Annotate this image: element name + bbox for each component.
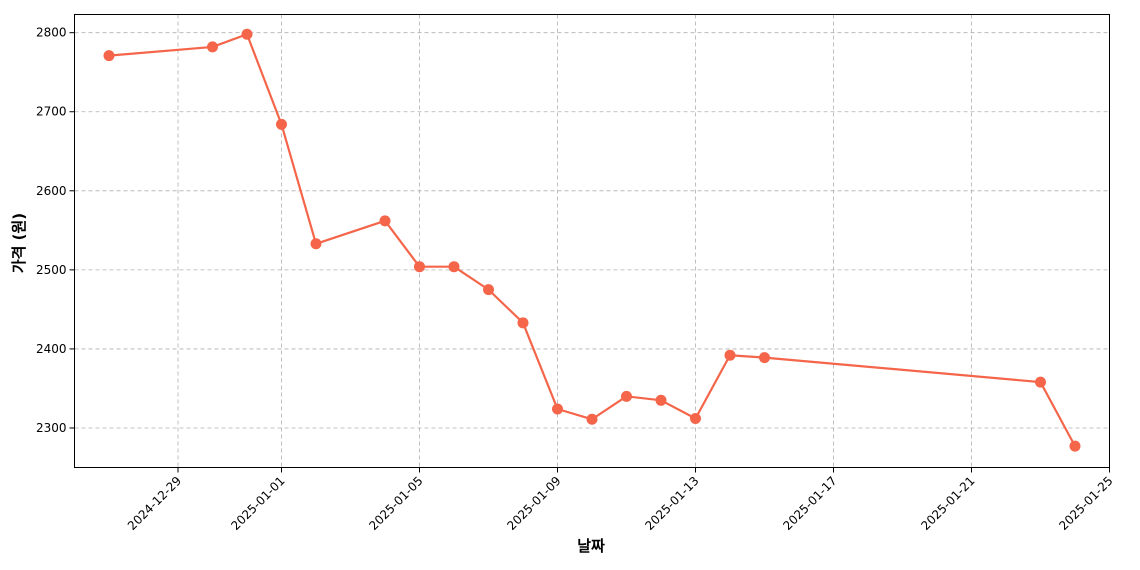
data-point [517,317,529,329]
data-point [103,50,115,62]
data-point [586,413,598,425]
data-point [276,118,287,130]
data-point [310,238,322,250]
data-point [655,394,667,406]
data-point [552,403,563,415]
series-layer [103,28,1081,452]
x-tick-label: 2025-01-13 [642,474,701,533]
x-tick-label: 2025-01-05 [366,474,425,533]
grid-layer [74,14,1110,468]
y-tick-label: 2300 [36,421,67,435]
y-axis-label: 가격 (원) [10,213,28,273]
data-point [724,349,736,361]
data-point [621,390,632,402]
data-point [379,215,391,227]
y-tick-label: 2700 [36,105,67,119]
series-line [108,33,1076,447]
x-tick-label: 2025-01-21 [918,474,977,533]
x-tick-label: 2025-01-25 [1056,474,1115,533]
x-axis-label: 날짜 [577,537,605,555]
y-tick-label: 2400 [36,342,67,356]
data-point [241,28,253,40]
data-point [1035,376,1046,388]
data-point [207,41,218,53]
data-point [1069,440,1081,452]
x-tick-label: 2025-01-01 [228,474,287,533]
data-point [483,284,494,296]
x-tick-label: 2024-12-29 [125,474,184,533]
data-point [690,412,701,424]
data-point [759,352,770,364]
plot-frame [74,14,1110,468]
data-point [448,261,460,273]
y-tick-label: 2500 [36,263,67,277]
data-point [414,261,425,273]
x-tick-label: 2025-01-09 [504,474,563,533]
y-tick-label: 2600 [36,184,67,198]
x-tick-label: 2025-01-17 [780,474,839,533]
tick-layer: 2300 2400 2500 2600 2700 2800 2024-12-29 2025-0… [36,26,1116,533]
y-tick-label: 2800 [36,26,67,40]
